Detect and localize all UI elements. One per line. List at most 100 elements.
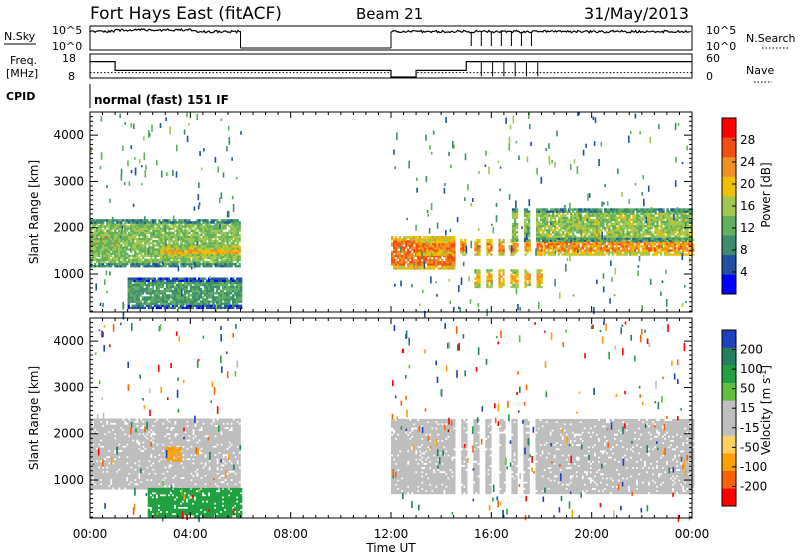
heatmap-cell [584,227,587,230]
heatmap-cell [542,235,545,238]
heatmap-cell [152,223,155,226]
heatmap-cell [104,240,107,243]
heatmap-cell [663,243,667,246]
heatmap-cell [546,233,549,236]
heatmap-cell [226,235,229,239]
heatmap-cell [222,219,225,222]
heatmap-cell [234,219,237,222]
heatmap-cell [141,306,145,310]
heatmap-cell [157,277,161,280]
heatmap-cell [192,242,195,245]
heatmap-cell [478,253,481,256]
heatmap-cell [191,281,195,285]
heatmap-cell [671,243,675,246]
heatmap-cell [550,225,553,228]
heatmap-cell [632,208,635,211]
heatmap-cell [636,233,639,236]
heatmap-cell [500,245,503,248]
heatmap-cell [116,250,119,253]
heatmap-cell [126,227,129,230]
heatmap-cell [171,304,175,307]
heatmap-cell [192,247,195,250]
heatmap-cell [642,231,645,234]
heatmap-cell [98,248,101,251]
heatmap-cell [208,265,211,268]
heatmap-cell [567,251,570,254]
heatmap-cell [172,245,175,248]
heatmap-cell [102,223,105,226]
heatmap-cell [620,212,623,215]
heatmap-cell [124,235,127,239]
heatmap-cell [625,253,629,256]
heatmap-cell [514,275,517,278]
heatmap-cell [570,216,573,219]
heatmap-cell [502,281,505,285]
heatmap-cell [474,281,477,285]
heatmap-cell [638,233,641,236]
heatmap-cell [110,246,113,249]
heatmap-cell [223,292,227,295]
heatmap-cell [128,233,131,237]
heatmap-cell [171,281,175,285]
heatmap-cell [224,237,227,241]
heatmap-cell [207,290,211,293]
heatmap-cell [435,236,438,239]
heatmap-cell [648,216,651,219]
heatmap-cell [576,214,579,217]
heatmap-cell [169,287,173,291]
heatmap-cell [544,229,547,232]
heatmap-cell [617,247,621,250]
heatmap-cell [610,231,613,234]
heatmap-cell [159,285,163,289]
heatmap-cell [135,281,139,285]
heatmap-cell [138,229,141,232]
heatmap-cell [108,240,111,243]
heatmap-cell [680,247,683,250]
heatmap-cell [610,214,613,217]
heatmap-cell [478,281,481,285]
heatmap-cell [578,227,581,230]
heatmap-cell [618,235,621,238]
heatmap-cell [169,296,173,299]
heatmap-cell [563,251,566,254]
heatmap-cell [238,235,241,239]
heatmap-cell [160,223,163,226]
heatmap-cell [146,221,149,224]
heatmap-cell [108,235,111,239]
heatmap-cell [223,287,227,291]
heatmap-cell [92,238,95,241]
heatmap-cell [460,243,463,246]
heatmap-cell [401,256,404,260]
heatmap-cell [135,294,139,297]
heatmap-cell [638,229,641,232]
heatmap-cell [203,283,207,287]
heatmap-cell [433,259,436,262]
heatmap-cell [209,300,213,303]
heatmap-cell [663,251,667,254]
heatmap-cell [597,240,601,244]
heatmap-cell [112,231,115,235]
heatmap-cell [226,281,229,285]
heatmap-cell [401,267,404,270]
heatmap-cell [166,223,169,226]
heatmap-cell [413,238,416,241]
heatmap-cell [198,258,201,262]
heatmap-cell [488,269,491,272]
heatmap-cell [220,242,223,245]
heatmap-cell [570,225,573,228]
heatmap-cell [610,239,613,242]
heatmap-cell [210,225,213,228]
heatmap-cell [104,219,107,222]
heatmap-cell [551,243,554,246]
nsky-tick-bottom: 10^0 [52,40,82,53]
heatmap-cell [201,296,205,299]
heatmap-cell [176,258,179,262]
heatmap-cell [514,251,517,254]
heatmap-cell [232,219,235,222]
heatmap-cell [430,245,433,248]
heatmap-cell [598,220,601,224]
heatmap-cell [116,233,119,237]
heatmap-cell [230,227,233,230]
heatmap-cell [498,279,501,282]
heatmap-cell [224,233,227,237]
